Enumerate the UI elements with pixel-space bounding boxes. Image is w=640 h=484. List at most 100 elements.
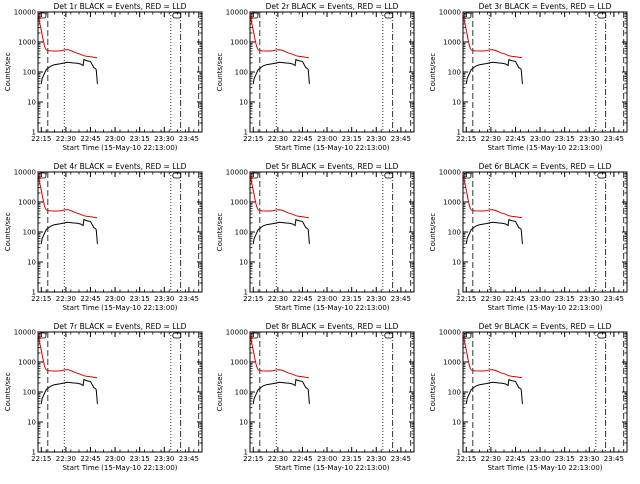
y-axis-label: Counts/sec (216, 373, 224, 412)
x-tick-label: 22:45 (505, 455, 525, 463)
x-tick-label: 22:45 (80, 295, 100, 303)
x-tick-label: 23:15 (342, 455, 362, 463)
y-tick-label: 1 (457, 289, 461, 297)
y-tick-label: 10 (239, 259, 248, 267)
panel-title: Det 5r BLACK = Events, RED = LLD (266, 162, 399, 171)
panel-title: Det 1r BLACK = Events, RED = LLD (54, 2, 187, 11)
x-tick-label: 22:30 (56, 455, 76, 463)
y-tick-label: 10000 (439, 329, 461, 337)
x-tick-label: 22:45 (292, 135, 312, 143)
x-tick-label: 23:15 (130, 135, 150, 143)
x-tick-label: 23:15 (555, 455, 575, 463)
y-tick-label: 10 (239, 99, 248, 107)
y-tick-label: 1 (32, 449, 36, 457)
x-tick-label: 22:45 (80, 455, 100, 463)
x-axis-label: Start Time (15-May-10 22:13:00) (487, 464, 602, 472)
y-tick-label: 1000 (443, 199, 461, 207)
panel-title: Det 3r BLACK = Events, RED = LLD (479, 2, 612, 11)
x-tick-label: 23:00 (530, 135, 550, 143)
x-tick-label: 23:00 (317, 135, 337, 143)
x-tick-label: 23:30 (579, 135, 599, 143)
plot-frame (37, 11, 203, 133)
plot-frame (37, 331, 203, 453)
plot-frame (37, 171, 203, 293)
panel-det-4: Det 4r BLACK = Events, RED = LLD 1 10 100 10… (4, 162, 203, 312)
y-axis-label: Counts/sec (429, 213, 437, 252)
y-tick-label: 1000 (18, 199, 36, 207)
y-tick-label: 1000 (443, 359, 461, 367)
x-tick-label: 23:00 (105, 135, 125, 143)
series-line-events (252, 58, 310, 84)
x-tick-label: 23:45 (179, 135, 199, 143)
y-axis-label: Counts/sec (429, 53, 437, 92)
series-line-lld (249, 13, 310, 59)
series-line-lld (37, 173, 98, 219)
y-tick-label: 100 (23, 389, 36, 397)
y-tick-label: 10000 (439, 169, 461, 177)
x-tick-label: 23:45 (179, 295, 199, 303)
x-tick-label: 22:30 (268, 455, 288, 463)
x-axis-label: Start Time (15-May-10 22:13:00) (487, 304, 602, 312)
series-line-lld (462, 173, 523, 219)
x-tick-label: 23:30 (366, 295, 386, 303)
x-tick-label: 23:45 (604, 135, 624, 143)
x-tick-label: 23:00 (317, 455, 337, 463)
panel-det-7: Det 7r BLACK = Events, RED = LLD 1 10 100 10… (4, 322, 203, 472)
x-tick-label: 23:30 (366, 135, 386, 143)
x-axis-label: Start Time (15-May-10 22:13:00) (487, 144, 602, 152)
plot-frame (249, 171, 415, 293)
panel-det-6: Det 6r BLACK = Events, RED = LLD 1 10 100 10… (429, 162, 628, 312)
flag-marker-saa (384, 12, 394, 19)
y-tick-label: 10 (452, 99, 461, 107)
series-line-lld (462, 333, 523, 379)
panel-det-1: Det 1r BLACK = Events, RED = LLD 1 10 100 10… (4, 2, 203, 152)
y-tick-label: 10000 (226, 329, 248, 337)
panel-title: Det 8r BLACK = Events, RED = LLD (266, 322, 399, 331)
y-tick-label: 100 (448, 69, 461, 77)
y-tick-label: 1000 (18, 359, 36, 367)
y-axis-label: Counts/sec (429, 373, 437, 412)
x-tick-label: 22:30 (268, 135, 288, 143)
plot-frame (462, 331, 628, 453)
series-line-events (40, 218, 98, 244)
x-tick-label: 23:45 (391, 135, 411, 143)
x-tick-label: 23:00 (317, 295, 337, 303)
x-tick-label: 23:30 (579, 295, 599, 303)
flag-marker-saa (384, 172, 394, 179)
x-tick-label: 22:30 (56, 135, 76, 143)
x-tick-label: 23:45 (391, 455, 411, 463)
x-tick-label: 22:15 (31, 135, 51, 143)
series-line-events (252, 378, 310, 404)
y-axis-label: Counts/sec (4, 53, 12, 92)
flag-marker-saa (597, 12, 607, 19)
y-axis-label: Counts/sec (216, 213, 224, 252)
panel-title: Det 4r BLACK = Events, RED = LLD (54, 162, 187, 171)
flag-marker-saa (172, 172, 182, 179)
y-tick-label: 10000 (14, 9, 36, 17)
plot-frame (462, 171, 628, 293)
x-tick-label: 23:00 (105, 295, 125, 303)
series-line-events (465, 58, 523, 84)
y-tick-label: 10000 (14, 329, 36, 337)
x-tick-label: 23:30 (154, 135, 174, 143)
x-tick-label: 22:45 (292, 455, 312, 463)
panel-title: Det 7r BLACK = Events, RED = LLD (54, 322, 187, 331)
y-tick-label: 10 (27, 419, 36, 427)
x-tick-label: 23:15 (555, 135, 575, 143)
x-tick-label: 23:30 (154, 455, 174, 463)
panel-det-8: Det 8r BLACK = Events, RED = LLD 1 10 100 10… (216, 322, 415, 472)
x-tick-label: 23:15 (130, 295, 150, 303)
y-tick-label: 1 (457, 449, 461, 457)
x-tick-label: 23:15 (555, 295, 575, 303)
series-line-lld (249, 333, 310, 379)
y-tick-label: 100 (235, 229, 248, 237)
x-tick-label: 23:30 (579, 455, 599, 463)
x-tick-label: 22:45 (80, 135, 100, 143)
y-tick-label: 1 (457, 129, 461, 137)
x-tick-label: 22:15 (31, 295, 51, 303)
panel-title: Det 6r BLACK = Events, RED = LLD (479, 162, 612, 171)
series-line-events (40, 378, 98, 404)
y-tick-label: 10000 (439, 9, 461, 17)
x-tick-label: 23:00 (530, 295, 550, 303)
